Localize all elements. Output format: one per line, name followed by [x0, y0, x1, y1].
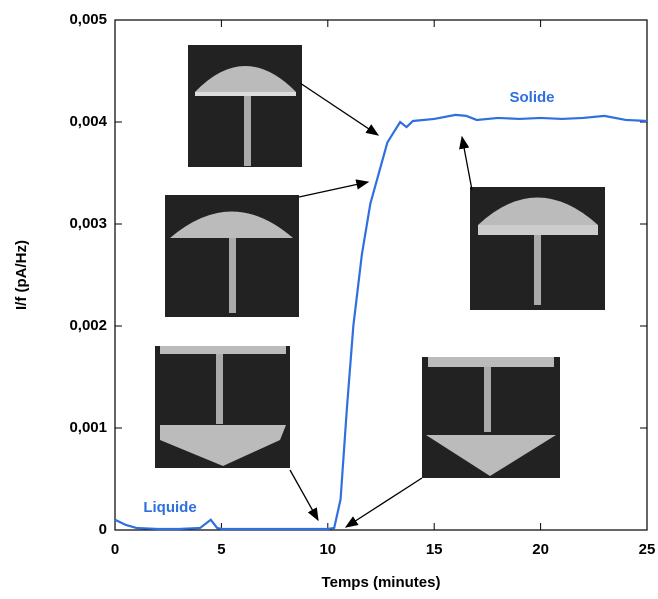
x-axis-label: Temps (minutes): [322, 574, 441, 591]
annotation: Solide: [509, 89, 554, 106]
inset: [165, 195, 299, 317]
arrow: [299, 82, 380, 136]
y-tick-label: 0,004: [69, 113, 107, 130]
arrows: [289, 82, 473, 528]
y-tick-label: 0,001: [69, 419, 107, 436]
inset: [155, 346, 290, 468]
arrow: [289, 469, 319, 522]
y-axis-label: I/f (pA/Hz): [13, 240, 30, 310]
y-tick-label: 0,005: [69, 11, 107, 28]
x-tick-label: 5: [217, 541, 225, 558]
data-line: [114, 113, 648, 531]
inset: [470, 187, 605, 310]
x-tick-label: 10: [319, 541, 336, 558]
y-tick-label: 0,003: [69, 215, 107, 232]
arrow: [459, 135, 473, 191]
plot-frame: [114, 19, 648, 531]
inset: [422, 357, 560, 478]
inset: [188, 45, 302, 167]
arrow: [344, 477, 423, 528]
inset-images: [155, 45, 605, 478]
annotation: Liquide: [143, 499, 196, 516]
y-tick-label: 0: [99, 521, 107, 538]
x-tick-label: 15: [426, 541, 443, 558]
x-tick-label: 0: [111, 541, 119, 558]
x-tick-label: 25: [639, 541, 656, 558]
x-tick-label: 20: [532, 541, 549, 558]
y-tick-label: 0,002: [69, 317, 107, 334]
arrow: [298, 179, 370, 198]
